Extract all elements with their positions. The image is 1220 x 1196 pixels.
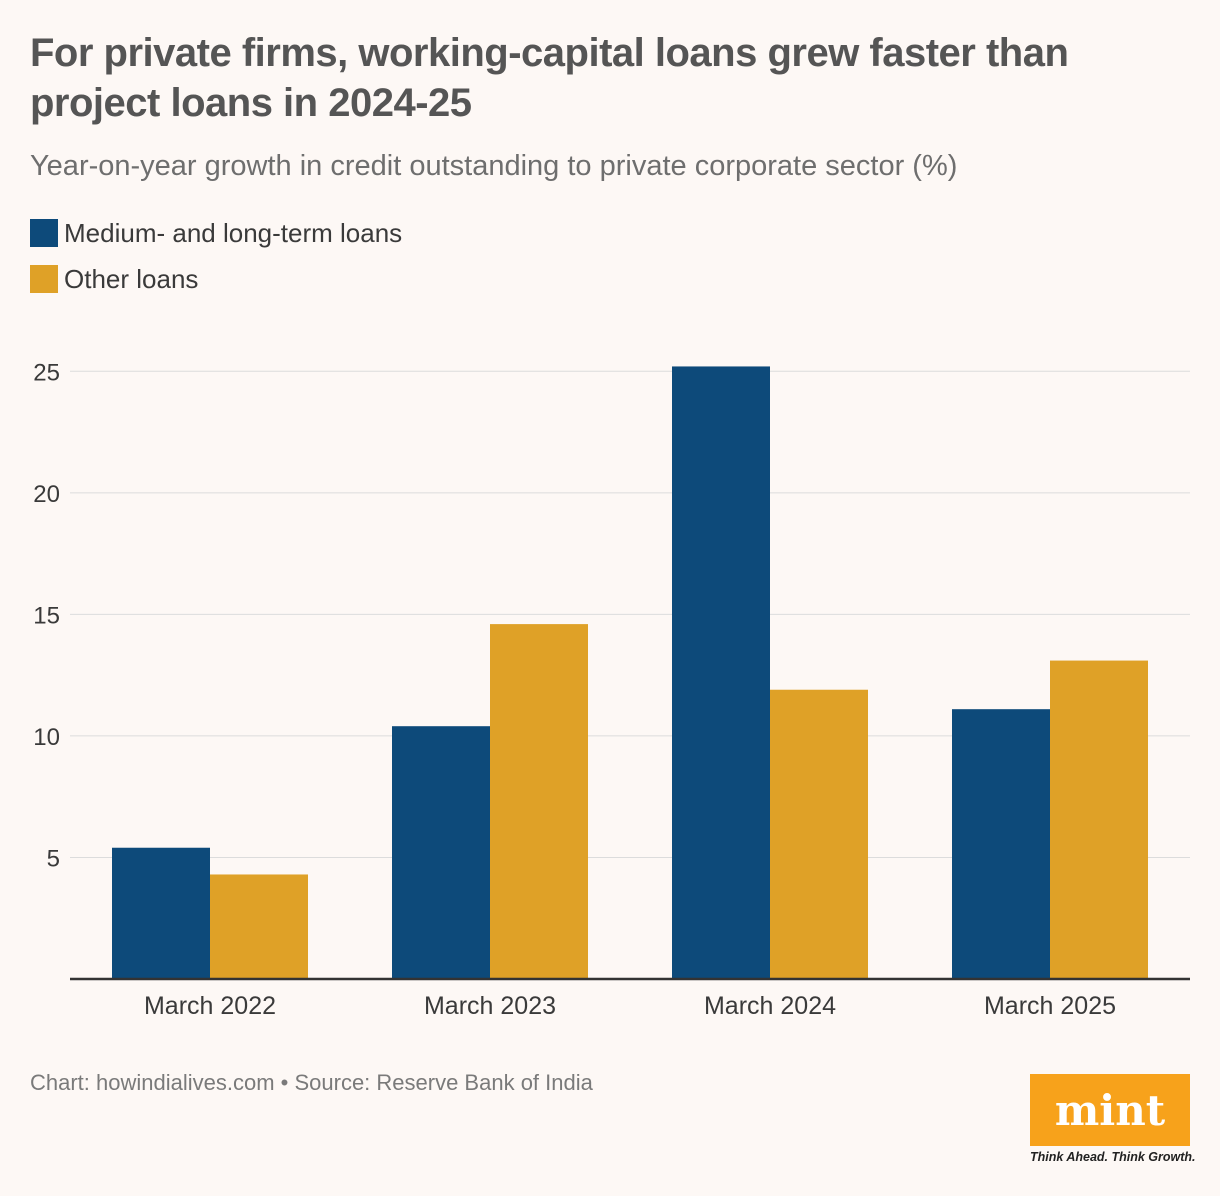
y-tick-label: 20 <box>33 481 60 508</box>
x-tick-label: March 2024 <box>704 992 836 1020</box>
bar-layer <box>112 366 1148 979</box>
legend-swatch-other-loans <box>30 265 58 293</box>
bar-medium-long-term-1 <box>112 847 210 979</box>
y-tick-label: 10 <box>33 724 60 751</box>
y-tick-label: 25 <box>33 359 60 386</box>
bar-other-loans-3 <box>770 689 868 979</box>
bar-other-loans-2 <box>490 624 588 979</box>
bar-other-loans-1 <box>210 874 308 979</box>
x-tick-label: March 2023 <box>424 992 556 1020</box>
x-tick-label: March 2022 <box>144 992 276 1020</box>
chart-title: For private firms, working-capital loans… <box>30 31 1069 125</box>
bar-other-loans-4 <box>1050 660 1148 979</box>
source-credit: Chart: howindialives.com • Source: Reser… <box>30 1070 593 1095</box>
legend-label-other-loans: Other loans <box>64 263 199 294</box>
legend-label-medium-long-term: Medium- and long-term loans <box>64 217 403 248</box>
label-layer: 5 10 15 20 25 March 2022 March 2023 March 2024 M… <box>33 359 1190 1020</box>
bar-medium-long-term-3 <box>672 366 770 979</box>
legend: Medium- and long-term loans Other loans <box>30 210 402 302</box>
legend-item-medium-long-term: Medium- and long-term loans <box>30 210 402 256</box>
y-tick-label: 15 <box>33 602 60 629</box>
mint-logo: mint <box>1030 1074 1190 1146</box>
bar-chart: 5 10 15 20 25 March 2022 March 2023 March 2024 M… <box>33 359 1190 1020</box>
legend-item-other-loans: Other loans <box>30 256 402 302</box>
legend-swatch-medium-long-term <box>30 219 58 247</box>
chart-subtitle: Year-on-year growth in credit outstandin… <box>30 150 958 182</box>
bar-medium-long-term-2 <box>392 726 490 979</box>
x-tick-label: March 2025 <box>984 992 1116 1020</box>
y-tick-label: 5 <box>47 845 60 872</box>
bar-medium-long-term-4 <box>952 709 1050 979</box>
logo-tagline: Think Ahead. Think Growth. <box>1030 1150 1196 1164</box>
